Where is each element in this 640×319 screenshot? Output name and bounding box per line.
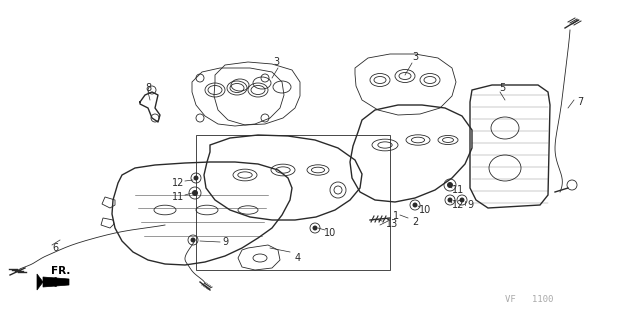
- Text: 5: 5: [499, 83, 505, 93]
- Circle shape: [312, 226, 317, 231]
- Text: 11: 11: [452, 185, 464, 195]
- Text: 6: 6: [52, 243, 58, 253]
- Text: 9: 9: [467, 200, 473, 210]
- Text: 7: 7: [577, 97, 583, 107]
- Circle shape: [447, 182, 453, 188]
- Circle shape: [413, 203, 417, 207]
- Text: 12: 12: [452, 200, 464, 210]
- Circle shape: [460, 197, 465, 203]
- Text: 10: 10: [324, 228, 336, 238]
- Text: 13: 13: [386, 219, 398, 229]
- Text: 9: 9: [222, 237, 228, 247]
- Text: 1: 1: [393, 211, 399, 221]
- Text: 8: 8: [145, 83, 151, 93]
- Text: VF   1100: VF 1100: [505, 295, 554, 304]
- Text: 2: 2: [412, 217, 418, 227]
- Circle shape: [192, 190, 198, 196]
- Circle shape: [447, 197, 452, 203]
- Polygon shape: [37, 274, 43, 290]
- Text: 3: 3: [273, 57, 279, 67]
- Text: 11: 11: [172, 192, 184, 202]
- Circle shape: [191, 238, 195, 242]
- Circle shape: [193, 175, 198, 181]
- Text: 10: 10: [419, 205, 431, 215]
- Polygon shape: [43, 277, 69, 287]
- Text: 4: 4: [295, 253, 301, 263]
- Text: 12: 12: [172, 178, 184, 188]
- Text: 3: 3: [412, 52, 418, 62]
- Text: FR.: FR.: [51, 266, 70, 276]
